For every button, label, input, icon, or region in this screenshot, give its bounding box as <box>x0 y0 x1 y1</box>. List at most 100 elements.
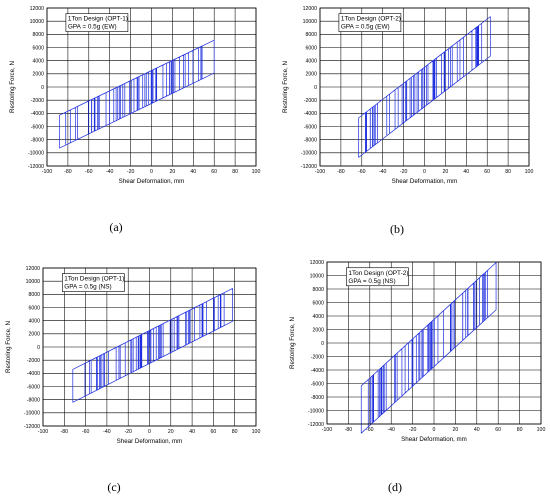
chart-panel-b: -100 -80 -60 -40 -20 0 20 40 60 80 100 12000 10000 8… <box>282 6 533 236</box>
y-tick-label: 2000 <box>28 332 40 338</box>
legend-c: 1Ton Design (OPT-1) GPA = 0.5g (NS) <box>61 273 125 292</box>
y-tick-label: 2000 <box>312 327 324 333</box>
panel-caption-a: (a) <box>109 220 122 234</box>
x-tick-label: 80 <box>505 169 511 175</box>
plot-frame-b <box>319 7 530 167</box>
y-tick-label: 10000 <box>26 279 41 285</box>
plot-frame-c <box>42 267 257 427</box>
y-tick-label: -2000 <box>31 98 44 104</box>
y-tick-label: -2000 <box>311 354 324 360</box>
y-tick-label: -6000 <box>27 384 40 390</box>
x-tick-label: 100 <box>525 169 534 175</box>
legend-line-2-a: GPA = 0.5g (EW) <box>68 24 117 31</box>
x-tick-label: 60 <box>484 169 490 175</box>
x-tick-label: 40 <box>190 169 196 175</box>
y-tick-label: 10000 <box>310 273 325 279</box>
y-tick-label: 4000 <box>312 314 324 320</box>
y-tick-label: 0 <box>37 345 40 351</box>
y-tick-label: -2000 <box>304 98 317 104</box>
hysteresis-curve-a <box>59 39 215 149</box>
x-tick-label: -100 <box>42 169 52 175</box>
x-tick-label: -60 <box>82 429 90 435</box>
x-tick-label: -40 <box>379 169 387 175</box>
x-tick-label: 20 <box>443 169 449 175</box>
x-axis-c: -100 -80 -60 -40 -20 0 20 40 60 80 100 <box>38 429 261 435</box>
legend-line-1-c: 1Ton Design (OPT-1) <box>64 276 124 283</box>
y-tick-label: -4000 <box>27 371 40 377</box>
x-tick-label: -40 <box>387 427 395 433</box>
y-tick-label: 6000 <box>32 45 44 51</box>
x-tick-label: -80 <box>64 169 72 175</box>
legend-line-1-d: 1Ton Design (OPT-2) <box>348 270 408 277</box>
x-tick-label: -20 <box>127 169 135 175</box>
legend-b: 1Ton Design (OPT-2) GPA = 0.5g (EW) <box>338 13 402 32</box>
legend-line-1-a: 1Ton Design (OPT-1) <box>68 16 128 23</box>
x-tick-label: -40 <box>103 429 111 435</box>
x-tick-label: 20 <box>168 429 174 435</box>
y-tick-label: -6000 <box>311 381 324 387</box>
x-tick-label: 60 <box>495 427 501 433</box>
y-tick-label: -4000 <box>311 368 324 374</box>
y-tick-label: -10000 <box>301 151 317 157</box>
y-tick-label: -12000 <box>301 164 317 170</box>
y-tick-label: 6000 <box>305 45 317 51</box>
x-axis-label-b: Shear Deformation, mm <box>392 178 458 185</box>
y-tick-label: -2000 <box>27 358 40 364</box>
plot-frame-a <box>46 7 257 167</box>
y-tick-label: 6000 <box>28 305 40 311</box>
legend-line-1-b: 1Ton Design (OPT-2) <box>341 16 401 23</box>
x-tick-label: -20 <box>124 429 132 435</box>
x-tick-label: -60 <box>358 169 366 175</box>
y-tick-label: -10000 <box>24 411 40 417</box>
x-axis-label-c: Shear Deformation, mm <box>117 438 183 445</box>
chart-panel-a: -100 -80 -60 -40 -20 0 20 40 60 80 100 12000 10000 8… <box>9 6 260 234</box>
x-tick-label: 40 <box>189 429 195 435</box>
y-tick-label: 4000 <box>28 318 40 324</box>
x-tick-label: 80 <box>517 427 523 433</box>
legend-box-d <box>346 267 409 287</box>
y-tick-label: -8000 <box>27 397 40 403</box>
y-tick-label: -8000 <box>31 137 44 143</box>
x-axis-label-d: Shear Deformation, mm <box>401 436 467 443</box>
y-axis-c: 12000 10000 8000 6000 4000 2000 0 -2000 -4000 -60… <box>24 266 40 430</box>
legend-d: 1Ton Design (OPT-2) GPA = 0.5g (NS) <box>346 267 409 287</box>
hysteresis-line <box>72 288 233 403</box>
x-tick-label: -40 <box>106 169 114 175</box>
x-tick-label: -80 <box>337 169 345 175</box>
panel-caption-b: (b) <box>390 222 404 236</box>
x-tick-label: -80 <box>345 427 353 433</box>
y-tick-label: 4000 <box>305 58 317 64</box>
hysteresis-line <box>59 39 215 149</box>
hysteresis-curve-c <box>72 288 233 403</box>
hysteresis-line <box>360 262 497 434</box>
legend-line-2-b: GPA = 0.5g (EW) <box>341 24 390 31</box>
x-tick-label: -100 <box>38 429 48 435</box>
x-tick-label: 60 <box>211 429 217 435</box>
panel-caption-d: (d) <box>388 480 402 494</box>
y-tick-label: -10000 <box>308 408 324 414</box>
x-axis-b: -100 -80 -60 -40 -20 0 20 40 60 80 100 <box>315 169 534 175</box>
hysteresis-curve-b <box>358 16 491 158</box>
y-tick-label: 12000 <box>26 266 41 272</box>
y-tick-label: 12000 <box>303 6 318 12</box>
x-tick-label: -100 <box>315 169 325 175</box>
legend-box-b <box>338 13 402 32</box>
y-tick-label: 0 <box>314 85 317 91</box>
hysteresis-line <box>358 16 491 158</box>
y-tick-label: 8000 <box>305 32 317 38</box>
hysteresis-curve-d <box>360 262 497 434</box>
x-tick-label: -80 <box>61 429 69 435</box>
y-axis-b: 12000 10000 8000 6000 4000 2000 0 -2000 -4000 -60… <box>301 6 317 170</box>
legend-a: 1Ton Design (OPT-1) GPA = 0.5g (EW) <box>65 13 129 32</box>
legend-box-c <box>61 273 125 292</box>
x-tick-label: -20 <box>409 427 417 433</box>
y-tick-label: -4000 <box>31 111 44 117</box>
x-tick-label: 20 <box>453 427 459 433</box>
y-tick-label: -8000 <box>304 137 317 143</box>
y-tick-label: -8000 <box>311 395 324 401</box>
y-tick-label: 2000 <box>32 72 44 78</box>
x-tick-label: 0 <box>433 427 436 433</box>
x-axis-a: -100 -80 -60 -40 -20 0 20 40 60 80 100 <box>42 169 261 175</box>
y-tick-label: 8000 <box>312 287 324 293</box>
y-tick-label: 0 <box>41 85 44 91</box>
